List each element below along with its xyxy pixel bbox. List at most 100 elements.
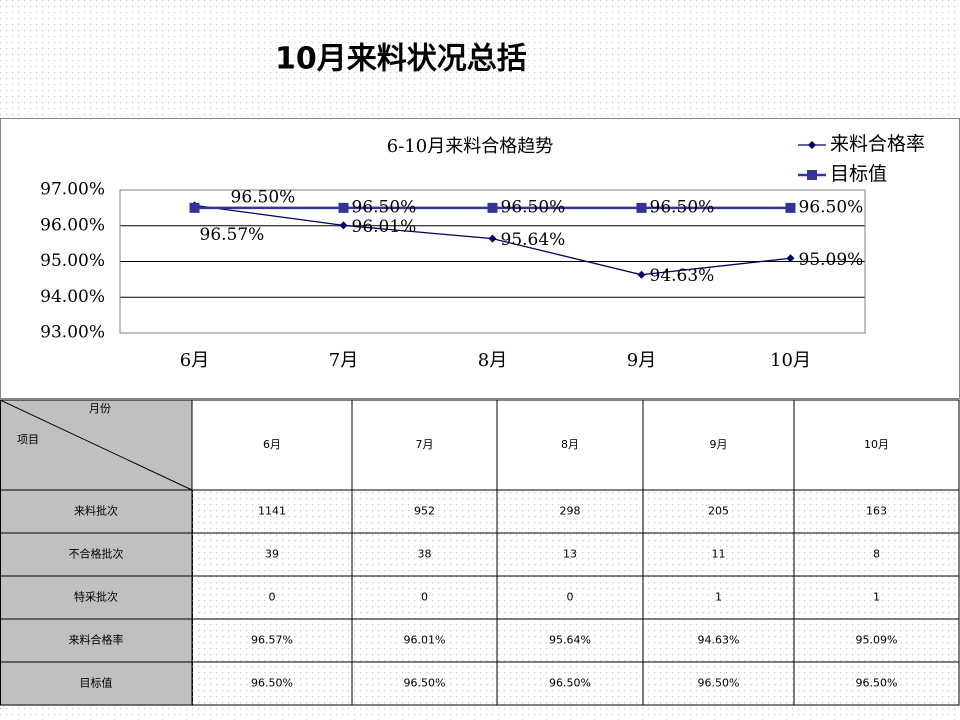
cell-value: 95.64% (549, 634, 591, 647)
column-header: 8月 (561, 438, 579, 451)
marker (786, 254, 795, 263)
x-tick-label: 7月 (329, 350, 358, 371)
cell-value: 163 (866, 505, 887, 518)
data-label: 96.50% (799, 197, 864, 217)
legend-label: 来料合格率 (830, 133, 925, 155)
cell-value: 1141 (258, 505, 286, 518)
column-header: 7月 (416, 438, 434, 451)
column-header: 9月 (710, 438, 728, 451)
marker (637, 270, 646, 279)
cell-value: 39 (265, 548, 279, 561)
data-cell (191, 532, 353, 577)
data-label: 96.50% (231, 187, 296, 207)
marker (785, 202, 796, 213)
marker (338, 202, 349, 213)
chart-area (0, 118, 960, 399)
data-label: 96.01% (352, 217, 417, 237)
x-tick-label: 9月 (627, 350, 656, 371)
cell-value: 38 (418, 548, 432, 561)
data-label: 96.50% (352, 197, 417, 217)
data-cell (793, 489, 960, 534)
chart-title: 6-10月来料合格趋势 (387, 136, 553, 157)
corner-bottom: 项目 (17, 433, 39, 446)
data-label: 95.09% (799, 250, 864, 270)
y-tick-label: 97.00% (40, 180, 105, 200)
data-label: 96.57% (200, 225, 265, 245)
data-cell (642, 661, 795, 706)
data-cell (793, 618, 960, 663)
cell-value: 205 (708, 505, 729, 518)
data-cell (496, 532, 644, 577)
marker (339, 221, 348, 230)
corner-top: 月份 (89, 402, 111, 415)
cell-value: 96.50% (251, 677, 293, 690)
chart: 93.00% 94.00% 95.00% 96.00% 97.00% 6月 7月 8月 9月 10… (40, 133, 925, 371)
row-label: 特采批次 (74, 590, 118, 604)
header-cell (793, 399, 960, 491)
cell-value: 96.57% (251, 634, 293, 647)
row-label: 不合格批次 (69, 547, 124, 561)
cell-value: 0 (421, 591, 428, 604)
column-header: 10月 (864, 438, 889, 451)
row-label: 来料批次 (74, 504, 118, 518)
cell-value: 96.50% (698, 677, 740, 690)
column-header: 6月 (263, 438, 281, 451)
cell-value: 952 (414, 505, 435, 518)
corner-diagonal (0, 399, 193, 491)
cell-value: 95.09% (856, 634, 898, 647)
data-label: 94.63% (650, 266, 715, 286)
data-cell (191, 661, 353, 706)
slide-title: 10月来料状况总括 (275, 42, 527, 77)
row-label: 目标值 (80, 676, 113, 690)
cell-value: 96.50% (856, 677, 898, 690)
marker (487, 202, 498, 213)
data-label: 96.50% (650, 197, 715, 217)
cell-value: 96.50% (549, 677, 591, 690)
cell-value: 0 (269, 591, 276, 604)
row-header-cell (0, 489, 193, 534)
data-cell (793, 532, 960, 577)
row-header-cell (0, 575, 193, 620)
data-cell (496, 489, 644, 534)
legend-marker (807, 170, 817, 180)
data-cell (351, 575, 498, 620)
data-cell (191, 575, 353, 620)
cell-value: 11 (712, 548, 726, 561)
data-cell (191, 489, 353, 534)
row-header-cell (0, 661, 193, 706)
cell-value: 96.01% (404, 634, 446, 647)
cell-value: 94.63% (698, 634, 740, 647)
row-header-cell (0, 532, 193, 577)
data-cell (642, 532, 795, 577)
marker (189, 202, 200, 213)
header-cell (642, 399, 795, 491)
data-cell (642, 489, 795, 534)
marker (488, 234, 497, 243)
y-tick-label: 93.00% (40, 323, 105, 343)
plot-frame (119, 189, 866, 334)
cell-value: 0 (567, 591, 574, 604)
data-cell (351, 661, 498, 706)
marker (636, 202, 647, 213)
data-cell (496, 575, 644, 620)
cell-value: 13 (563, 548, 577, 561)
y-tick-label: 94.00% (40, 287, 105, 307)
y-tick-label: 95.00% (40, 251, 105, 271)
data-label: 96.50% (501, 197, 566, 217)
legend-label: 目标值 (830, 163, 887, 185)
data-label: 95.64% (501, 230, 566, 250)
data-cell (351, 532, 498, 577)
x-tick-label: 10月 (770, 350, 811, 371)
header-cell (191, 399, 353, 491)
data-cell (351, 489, 498, 534)
row-label: 来料合格率 (69, 633, 124, 647)
y-tick-label: 96.00% (40, 215, 105, 235)
x-tick-label: 8月 (478, 350, 507, 371)
header-cell (351, 399, 498, 491)
cell-value: 298 (560, 505, 581, 518)
x-tick-label: 6月 (180, 350, 209, 371)
cell-value: 8 (873, 548, 880, 561)
data-cell (793, 661, 960, 706)
